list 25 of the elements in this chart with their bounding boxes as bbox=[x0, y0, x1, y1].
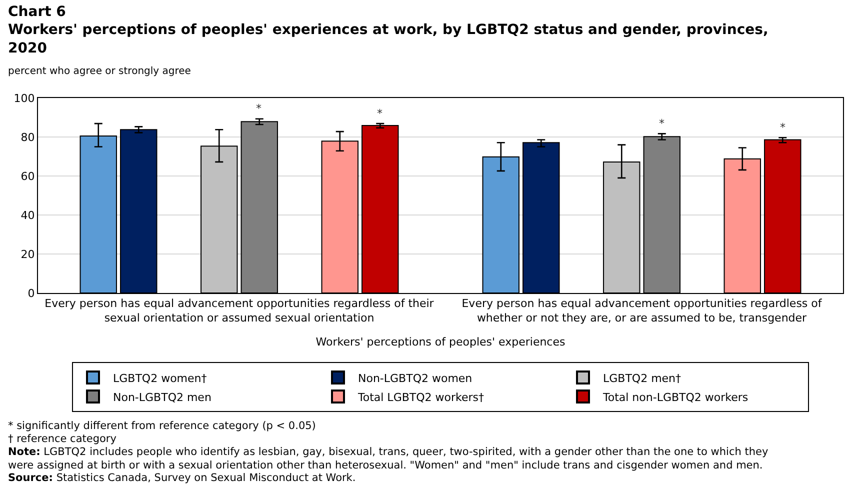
text: † reference category bbox=[8, 433, 116, 445]
legend-label: Non-LGBTQ2 women bbox=[358, 372, 472, 385]
legend-label: LGBTQ2 men† bbox=[603, 372, 682, 385]
y-tick-label: 80 bbox=[20, 130, 35, 144]
y-tick-label: 100 bbox=[14, 92, 35, 105]
legend-label: Total LGBTQ2 workers† bbox=[357, 390, 485, 404]
legend-label: Non-LGBTQ2 men bbox=[113, 390, 212, 404]
x-tick-label: Every person has equal advancement opportunities regardless of their sexual orientation or assumed sexual orientation bbox=[44, 297, 434, 324]
data-label: * bbox=[659, 117, 665, 130]
data-label: * bbox=[780, 121, 786, 134]
chart-title: Chart 6 Workers' perceptions of peoples' experiences at work, by LGBTQ2 status and gender, provinces, 2020 bbox=[8, 4, 768, 56]
source-note: Source: Statistics Canada, Survey on Sexual Misconduct at Work. bbox=[8, 472, 356, 484]
text: Note: LGBTQ2 includes people who identify as lesbian, gay, bisexual, trans, queer, two-spirited, with a gender other than the one to which they were assigned at birth or with a sexual orientation other than heterosexual. "Women" and "men" include trans and cisgender women and men. bbox=[8, 446, 768, 472]
y-tick-label: 40 bbox=[20, 208, 35, 222]
text: * significantly different from reference category (p < 0.05) bbox=[8, 420, 316, 432]
x-axis-title: Workers' perceptions of peoples' experiences bbox=[316, 336, 566, 349]
y-tick-label: 0 bbox=[28, 286, 35, 300]
data-label: * bbox=[377, 107, 383, 120]
x-tick-label: Every person has equal advancement opportunities regardless of whether or not they are, or are assumed to be, transgender bbox=[462, 297, 823, 324]
chart-subtitle: percent who agree or strongly agree bbox=[8, 66, 191, 77]
legend-label: LGBTQ2 women† bbox=[113, 372, 208, 385]
y-tick-label: 20 bbox=[20, 248, 35, 261]
legend-label: Total non-LGBTQ2 workers bbox=[602, 390, 748, 404]
y-tick-label: 60 bbox=[20, 170, 35, 183]
data-label: * bbox=[256, 102, 262, 115]
